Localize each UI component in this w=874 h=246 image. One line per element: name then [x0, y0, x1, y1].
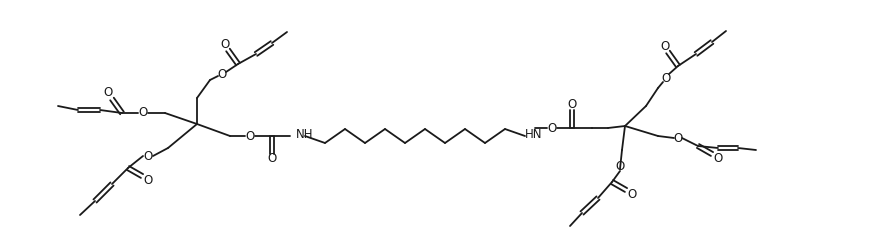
Text: NH: NH [296, 128, 314, 141]
Text: HN: HN [525, 128, 543, 141]
Text: O: O [567, 98, 577, 111]
Text: O: O [218, 67, 226, 80]
Text: O: O [713, 153, 723, 166]
Text: O: O [628, 187, 636, 200]
Text: O: O [267, 153, 277, 166]
Text: O: O [547, 122, 557, 135]
Text: O: O [143, 173, 153, 186]
Text: O: O [246, 129, 254, 142]
Text: O: O [662, 72, 670, 84]
Text: O: O [661, 40, 669, 52]
Text: O: O [143, 150, 153, 163]
Text: O: O [615, 159, 625, 172]
Text: O: O [138, 107, 148, 120]
Text: O: O [103, 87, 113, 99]
Text: O: O [673, 132, 683, 144]
Text: O: O [220, 37, 230, 50]
